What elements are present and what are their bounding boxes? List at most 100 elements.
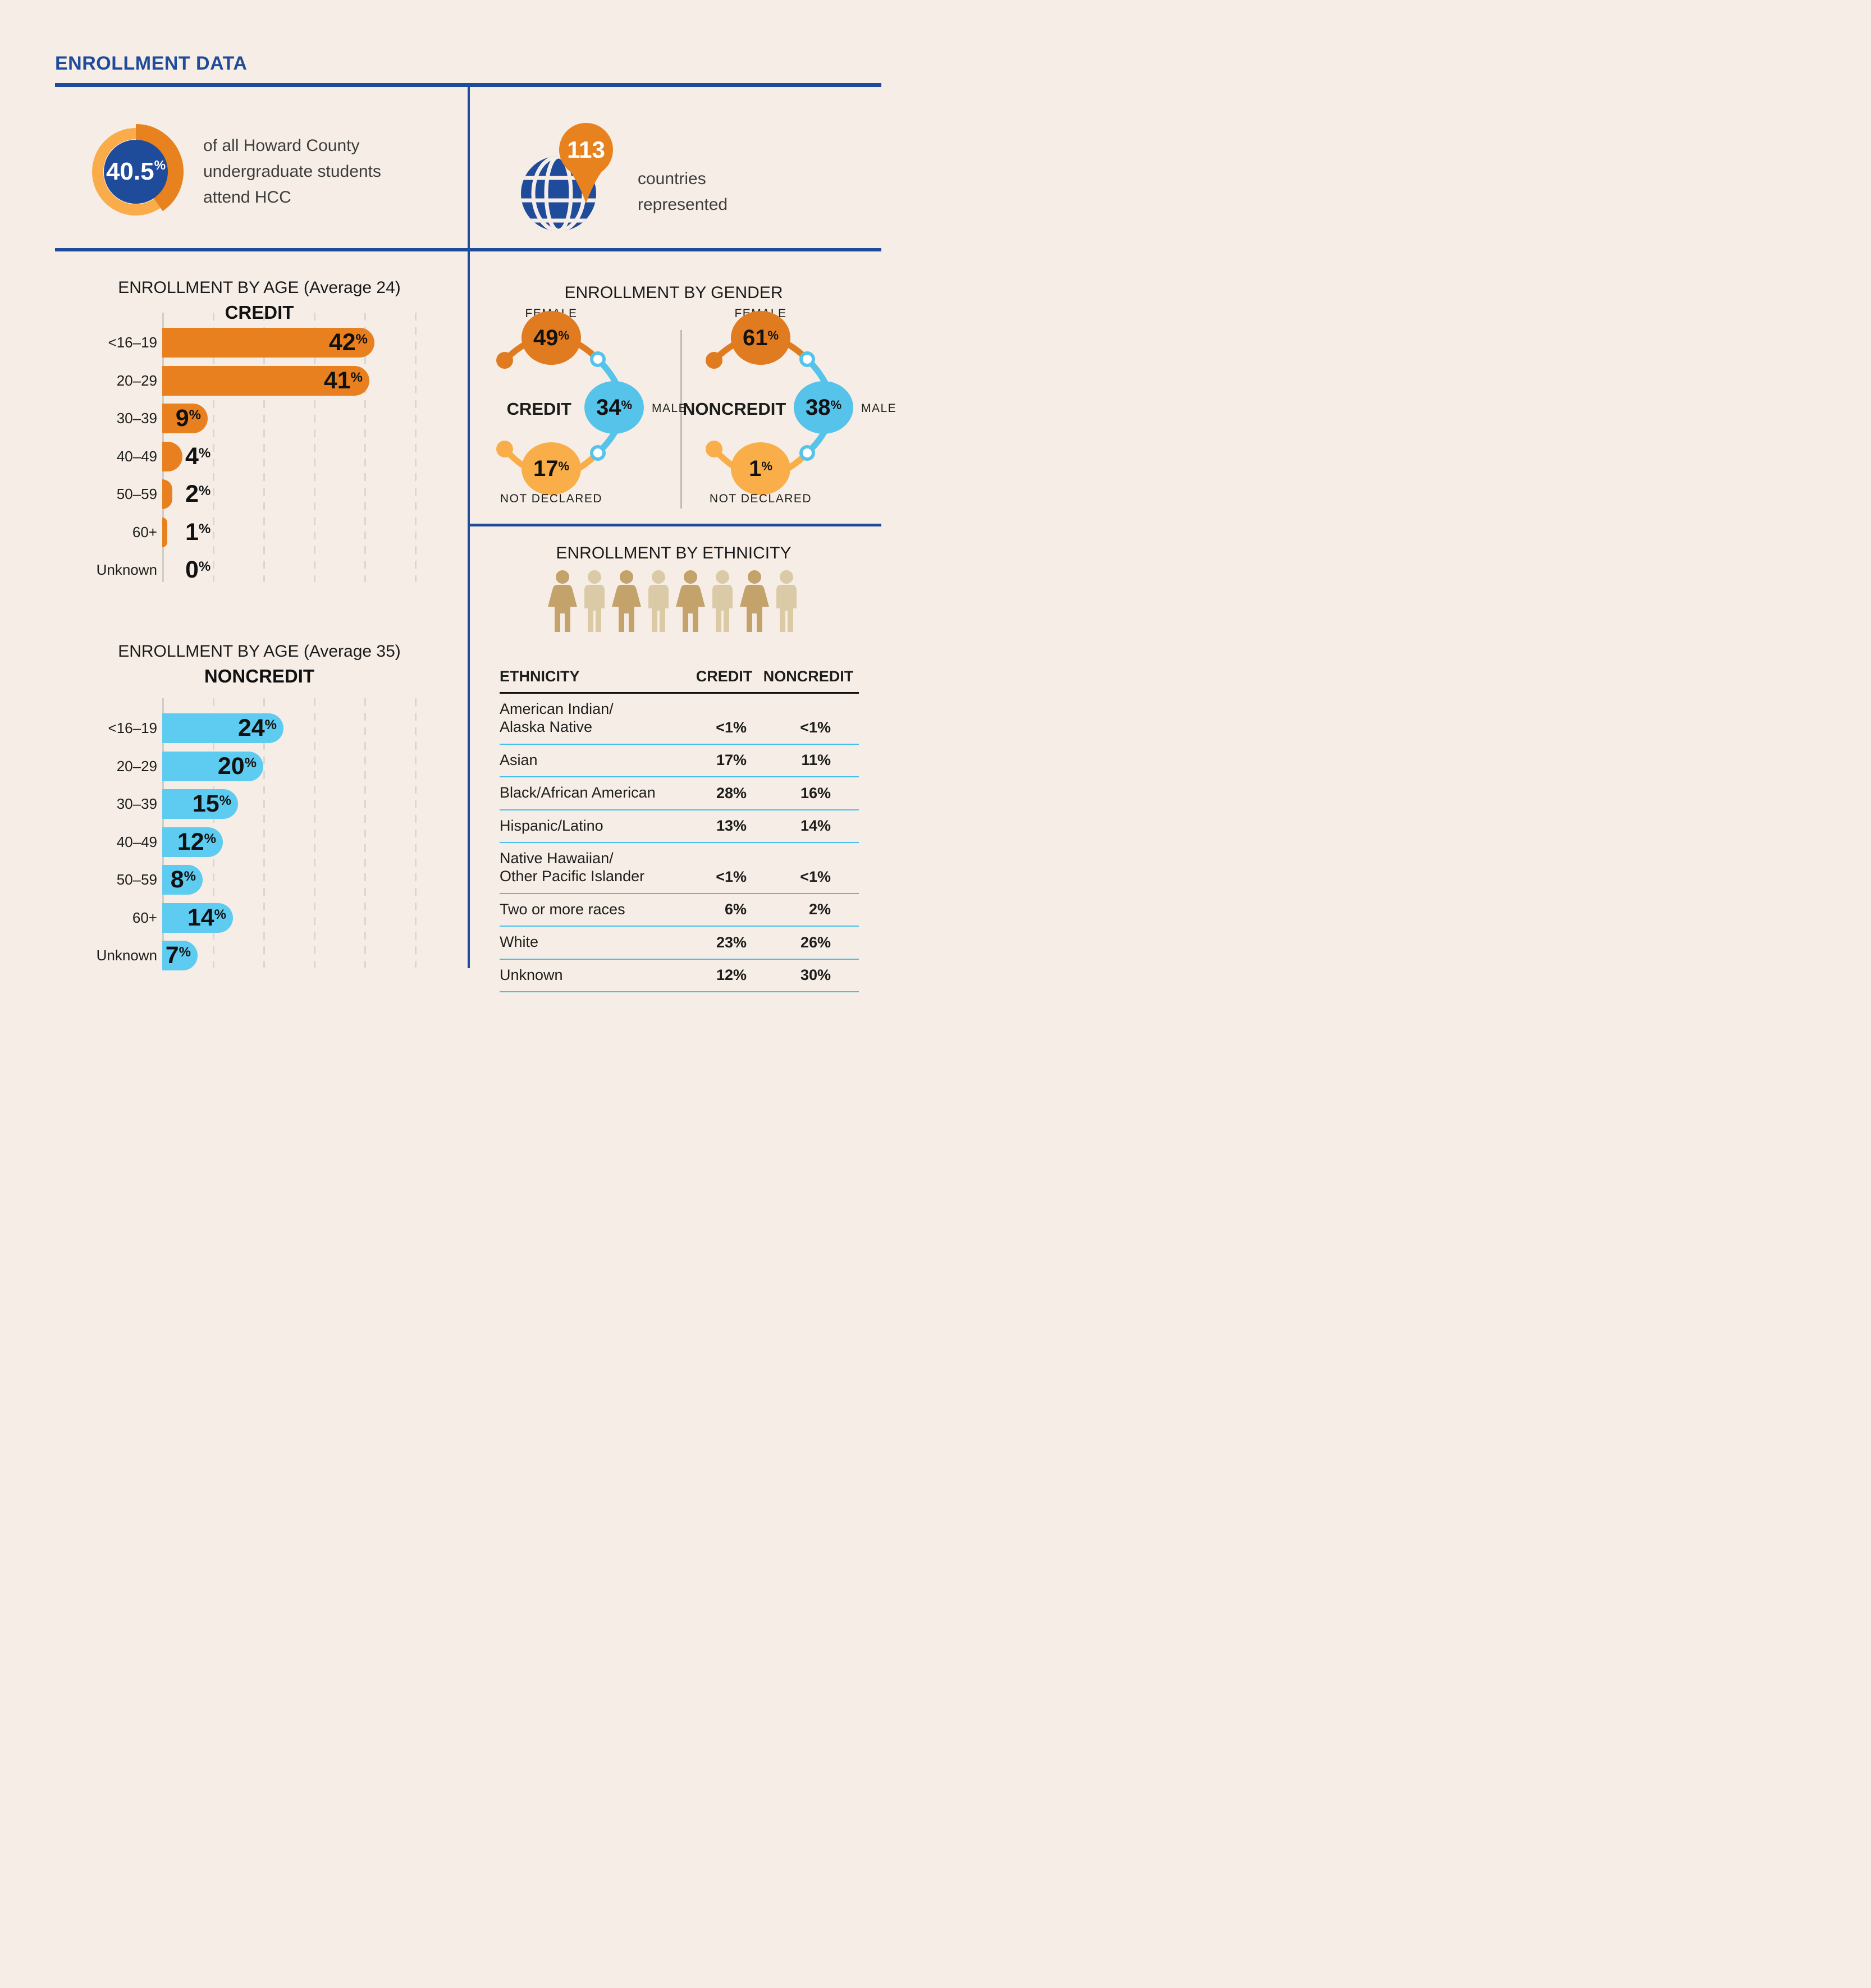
- age-category-label: Unknown: [96, 561, 157, 578]
- donut-value: 40.5%: [106, 157, 166, 186]
- not-declared-circle: 1%: [731, 442, 790, 495]
- col-noncredit: NONCREDIT: [763, 668, 854, 685]
- age-category-label: 30–39: [116, 795, 157, 812]
- bar: [162, 865, 203, 895]
- hcc-share-description: of all Howard County undergraduate stude…: [203, 136, 381, 207]
- gender-diagram-noncredit: FEMALE 61% NONCREDIT 38% MALE 1% NOT DEC…: [683, 306, 896, 514]
- male-circle: 34%: [584, 381, 644, 434]
- bar-value-label: 12%: [177, 828, 216, 855]
- ethnicity-name: Asian: [500, 751, 538, 768]
- gridline: [415, 698, 417, 968]
- chart-title: ENROLLMENT BY AGE (Average 35): [118, 642, 401, 661]
- noncredit-value: 16%: [800, 784, 831, 801]
- bar: [162, 789, 238, 819]
- col-credit: CREDIT: [696, 668, 753, 685]
- donut-center: [104, 140, 168, 204]
- map-pin-icon: [559, 122, 613, 203]
- gender-ethnicity-rule: [468, 524, 881, 526]
- age-category-label: 40–49: [116, 833, 157, 850]
- bar-value-label: 24%: [237, 714, 277, 741]
- not-declared-label: NOT DECLARED: [500, 492, 603, 505]
- people-figures: [548, 570, 797, 632]
- top-row-rule: [55, 248, 881, 251]
- age-category-label: 60+: [132, 909, 157, 926]
- noncredit-value: <1%: [800, 718, 831, 736]
- bar-value-label: 42%: [328, 329, 368, 356]
- age-category-label: 20–29: [116, 372, 157, 389]
- vertical-divider: [468, 87, 470, 968]
- chart-subtitle: NONCREDIT: [204, 666, 315, 686]
- not-declared-label: NOT DECLARED: [709, 492, 812, 505]
- female-figure-icon: [676, 570, 705, 632]
- gridline: [263, 313, 265, 582]
- gender-group-name: NONCREDIT: [683, 399, 786, 419]
- page-title: ENROLLMENT DATA: [55, 53, 248, 74]
- bar-value-label: 9%: [175, 405, 201, 432]
- bar-value-label: 8%: [170, 866, 196, 893]
- bar: [162, 713, 283, 743]
- donut-highlight-arc: [135, 124, 184, 212]
- arc-end-dot: [496, 441, 513, 457]
- credit-value: 28%: [716, 784, 747, 801]
- bar: [162, 404, 208, 433]
- gridline: [364, 698, 366, 968]
- credit-value: 17%: [716, 752, 747, 769]
- noncredit-age-chart: ENROLLMENT BY AGE (Average 35) NONCREDIT…: [34, 633, 483, 981]
- male-figure-icon: [584, 570, 605, 632]
- arc-joint-dot: [590, 351, 606, 367]
- chart-subtitle: CREDIT: [225, 302, 294, 323]
- bar-value-label: 2%: [185, 480, 211, 507]
- table-row: American Indian/ Alaska Native <1% <1%: [500, 694, 859, 745]
- credit-value: 12%: [716, 966, 747, 983]
- gridline: [314, 313, 315, 582]
- age-category-label: 50–59: [116, 871, 157, 888]
- bar: [162, 328, 374, 358]
- arc-joint-dot: [799, 445, 815, 461]
- donut-chart: [92, 124, 184, 216]
- bar-value-label: 20%: [217, 752, 257, 780]
- male-label: MALE: [861, 402, 897, 415]
- table-row: White 23% 26%: [500, 927, 859, 960]
- male-figure-icon: [712, 570, 733, 632]
- gender-section-title: ENROLLMENT BY GENDER: [564, 283, 783, 302]
- bar: [162, 479, 172, 509]
- bar-value-label: 4%: [185, 442, 211, 470]
- ethnicity-name: Black/African American: [500, 784, 656, 801]
- credit-value: 13%: [716, 817, 747, 834]
- bar-value-label: 0%: [185, 556, 211, 583]
- noncredit-value: 2%: [808, 901, 831, 918]
- arc-end-dot: [496, 352, 513, 369]
- male-circle: 38%: [794, 381, 853, 434]
- col-ethnicity: ETHNICITY: [500, 668, 580, 685]
- ethnicity-name: Two or more races: [500, 900, 625, 918]
- gender-group-name: CREDIT: [506, 399, 571, 419]
- table-row: Unknown 12% 30%: [500, 960, 859, 992]
- female-circle: 61%: [731, 311, 790, 365]
- ethnicity-table: ETHNICITY CREDIT NONCREDIT American Indi…: [500, 668, 859, 992]
- gridline: [263, 698, 265, 968]
- countries-count: 113: [567, 136, 605, 163]
- credit-value: 23%: [716, 933, 747, 951]
- age-category-label: 60+: [132, 523, 157, 540]
- bar-value-label: 7%: [165, 942, 191, 969]
- noncredit-value: 26%: [800, 933, 831, 951]
- ethnicity-name: Unknown: [500, 966, 563, 983]
- age-category-label: 20–29: [116, 757, 157, 775]
- table-row: Hispanic/Latino 13% 14%: [500, 810, 859, 843]
- chart-title: ENROLLMENT BY AGE (Average 24): [118, 278, 401, 297]
- female-figure-icon: [612, 570, 641, 632]
- table-row: Black/African American 28% 16%: [500, 777, 859, 810]
- gender-diagram-credit: FEMALE 49% CREDIT 34% MALE 17% NOT DECLA…: [473, 306, 687, 514]
- bar-value-label: 41%: [323, 367, 363, 394]
- female-figure-icon: [740, 570, 769, 632]
- bar-value-label: 15%: [192, 790, 231, 817]
- age-category-label: <16–19: [108, 334, 157, 351]
- arc-end-dot: [706, 352, 722, 369]
- bar: [162, 941, 198, 970]
- female-figure-icon: [548, 570, 577, 632]
- credit-value: 6%: [724, 901, 747, 918]
- bar: [162, 517, 167, 547]
- gridline: [314, 698, 315, 968]
- bar: [162, 365, 369, 396]
- male-figure-icon: [648, 570, 669, 632]
